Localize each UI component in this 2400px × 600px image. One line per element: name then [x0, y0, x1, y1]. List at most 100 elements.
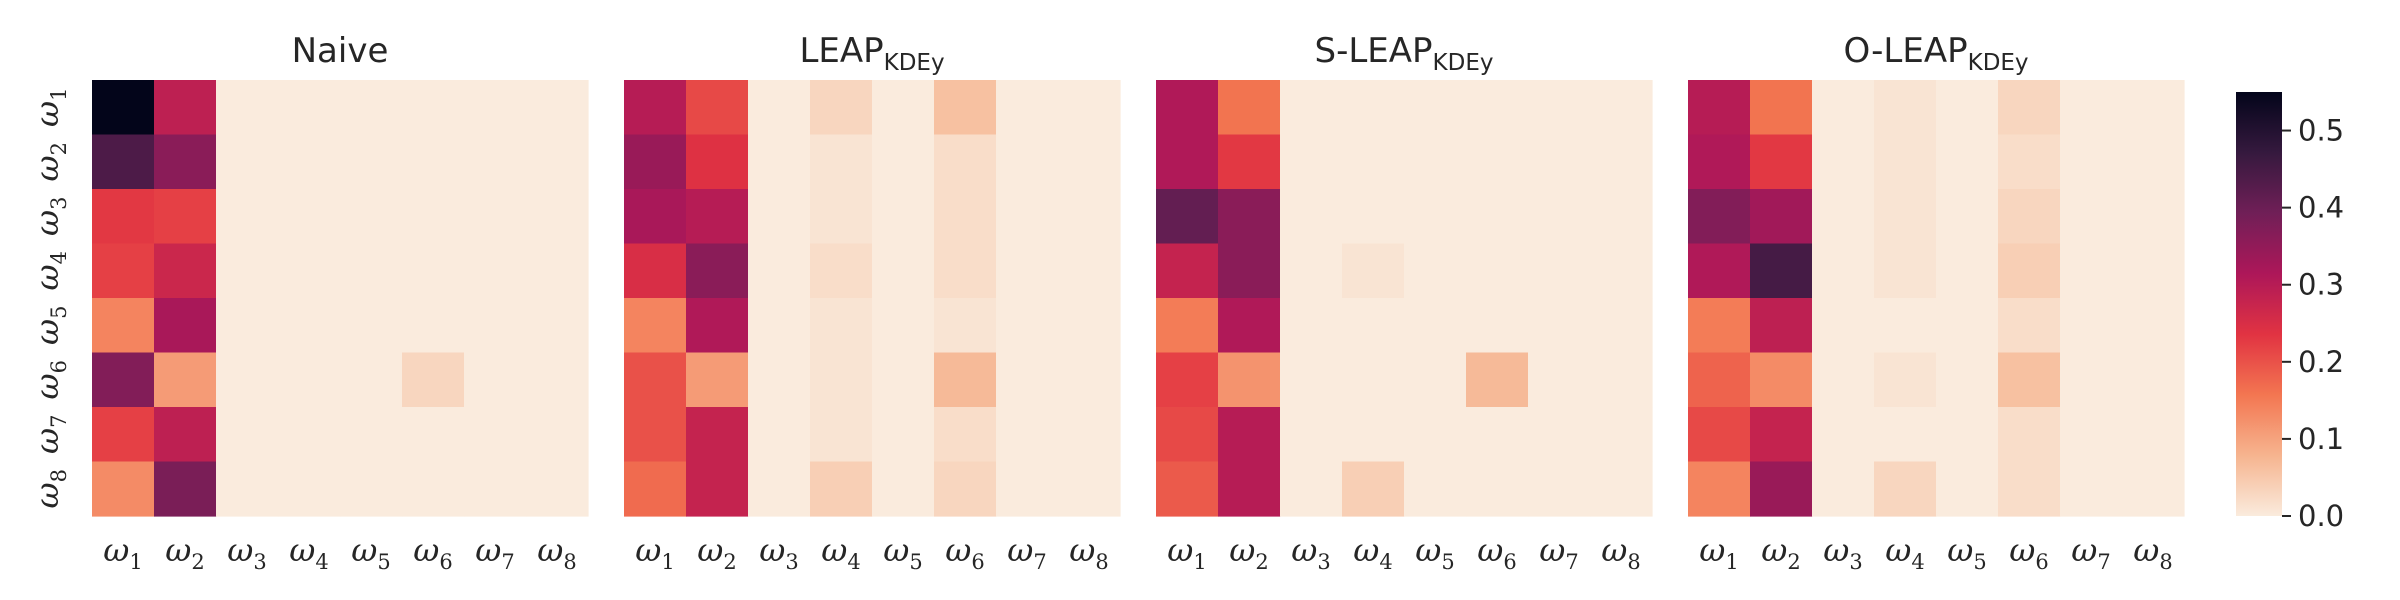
x-tick-label: ω3 [759, 531, 798, 574]
x-tick-label: ω4 [1885, 531, 1924, 574]
heatmap-cell [1404, 461, 1467, 517]
heatmap-cell [1590, 243, 1653, 299]
svg-text:ω6: ω6 [28, 360, 71, 399]
heatmap-cell [996, 134, 1059, 190]
heatmap-cell [216, 134, 279, 190]
x-tick-label: ω5 [1415, 531, 1454, 574]
heatmap-cell [1280, 80, 1343, 136]
heatmap-cell [1688, 189, 1751, 245]
x-tick-label: ω1 [1699, 531, 1738, 574]
heatmap-cell [1528, 352, 1591, 408]
heatmap-cell [934, 461, 997, 517]
heatmap-cell [934, 80, 997, 136]
x-tick-label: ω6 [413, 531, 452, 574]
heatmap-cell [1936, 189, 1999, 245]
heatmap-cell [1466, 298, 1529, 354]
svg-text:ω4: ω4 [28, 251, 71, 290]
heatmap-cell [1466, 134, 1529, 190]
heatmap-cell [686, 134, 749, 190]
heatmap-cell [2122, 461, 2185, 517]
svg-text:ω3: ω3 [28, 197, 71, 236]
heatmap-cell [2060, 407, 2123, 463]
heatmap-cell [1936, 134, 1999, 190]
x-tick-label: ω7 [2071, 531, 2110, 574]
heatmap-cell [278, 243, 341, 299]
heatmap-cell [1218, 189, 1281, 245]
heatmap-cell [1688, 298, 1751, 354]
heatmap-cell [748, 80, 811, 136]
heatmap-cell [1750, 243, 1813, 299]
heatmap-cell [1750, 461, 1813, 517]
heatmap-cell [624, 461, 687, 517]
colorbar-tick-label: 0.2 [2298, 345, 2344, 379]
heatmap-cell [2060, 134, 2123, 190]
heatmap-cell [624, 352, 687, 408]
colorbar: 0.0 0.1 0.2 0.3 0.4 0.5 [2236, 92, 2344, 533]
heatmap-cell [1528, 407, 1591, 463]
x-tick-label: ω2 [697, 531, 736, 574]
heatmap-panel-1: Naive ω1 ω2 ω3 ω4 ω5 ω6 ω7 ω8 [92, 31, 589, 574]
heatmap-cell [872, 189, 935, 245]
heatmap-cell [624, 134, 687, 190]
heatmap-cell [1812, 189, 1875, 245]
heatmap-panel-4: O-LEAPKDEy ω1 ω2 ω3 ω4 ω5 ω6 ω7 ω8 [1688, 31, 2185, 574]
heatmap-cell [340, 298, 403, 354]
y-tick-label: ω8 [28, 469, 71, 508]
heatmap-cell [2122, 298, 2185, 354]
y-tick-label: ω7 [28, 415, 71, 454]
svg-text:ω1: ω1 [28, 88, 71, 127]
heatmap-cell [872, 243, 935, 299]
x-tick-label: ω6 [945, 531, 984, 574]
heatmap-cell [872, 407, 935, 463]
heatmap-cell [1936, 243, 1999, 299]
heatmap-cell [996, 407, 1059, 463]
heatmap-cell [1812, 80, 1875, 136]
heatmap-cell [810, 461, 873, 517]
heatmap-cell [216, 407, 279, 463]
heatmap-cell [934, 352, 997, 408]
heatmap-cell [278, 407, 341, 463]
heatmap-cell [216, 461, 279, 517]
colorbar-tick-label: 0.1 [2298, 422, 2344, 456]
heatmap-cell [2060, 352, 2123, 408]
colorbar-tick-label: 0.5 [2298, 114, 2344, 148]
heatmap-cell [216, 352, 279, 408]
heatmap-cell [464, 352, 527, 408]
colorbar-tick-label: 0.0 [2298, 499, 2344, 533]
heatmap-cell [1590, 407, 1653, 463]
heatmap-cell [1466, 243, 1529, 299]
heatmap-cell [748, 134, 811, 190]
heatmap-cell [402, 243, 465, 299]
heatmap-cell [748, 461, 811, 517]
heatmap-cell [154, 298, 217, 354]
heatmap-cell [686, 80, 749, 136]
heatmap-cell [996, 243, 1059, 299]
heatmap-cell [1688, 243, 1751, 299]
heatmap-cell [1750, 134, 1813, 190]
heatmap-cell [526, 134, 589, 190]
heatmap-cell [1466, 189, 1529, 245]
heatmap-cell [402, 407, 465, 463]
heatmap-cell [154, 243, 217, 299]
heatmap-cell [996, 189, 1059, 245]
heatmap-cell [278, 461, 341, 517]
heatmap-cell [1936, 298, 1999, 354]
heatmap-cell [996, 298, 1059, 354]
heatmap-cell [1404, 80, 1467, 136]
heatmap-cell [810, 80, 873, 136]
heatmap-cell [1874, 243, 1937, 299]
heatmap-cell [1466, 407, 1529, 463]
heatmap-cell [402, 189, 465, 245]
heatmap-cell [216, 243, 279, 299]
heatmap-cell [996, 352, 1059, 408]
heatmap-cell [1156, 80, 1219, 136]
heatmap-cell [1874, 298, 1937, 354]
heatmap-cell [810, 189, 873, 245]
svg-text:ω7: ω7 [28, 415, 71, 454]
heatmap-cell [1874, 80, 1937, 136]
x-tick-label: ω7 [1007, 531, 1046, 574]
heatmap-cell [1404, 352, 1467, 408]
heatmap-cell [1998, 407, 2061, 463]
heatmap-cell [402, 134, 465, 190]
x-tick-label: ω5 [1947, 531, 1986, 574]
